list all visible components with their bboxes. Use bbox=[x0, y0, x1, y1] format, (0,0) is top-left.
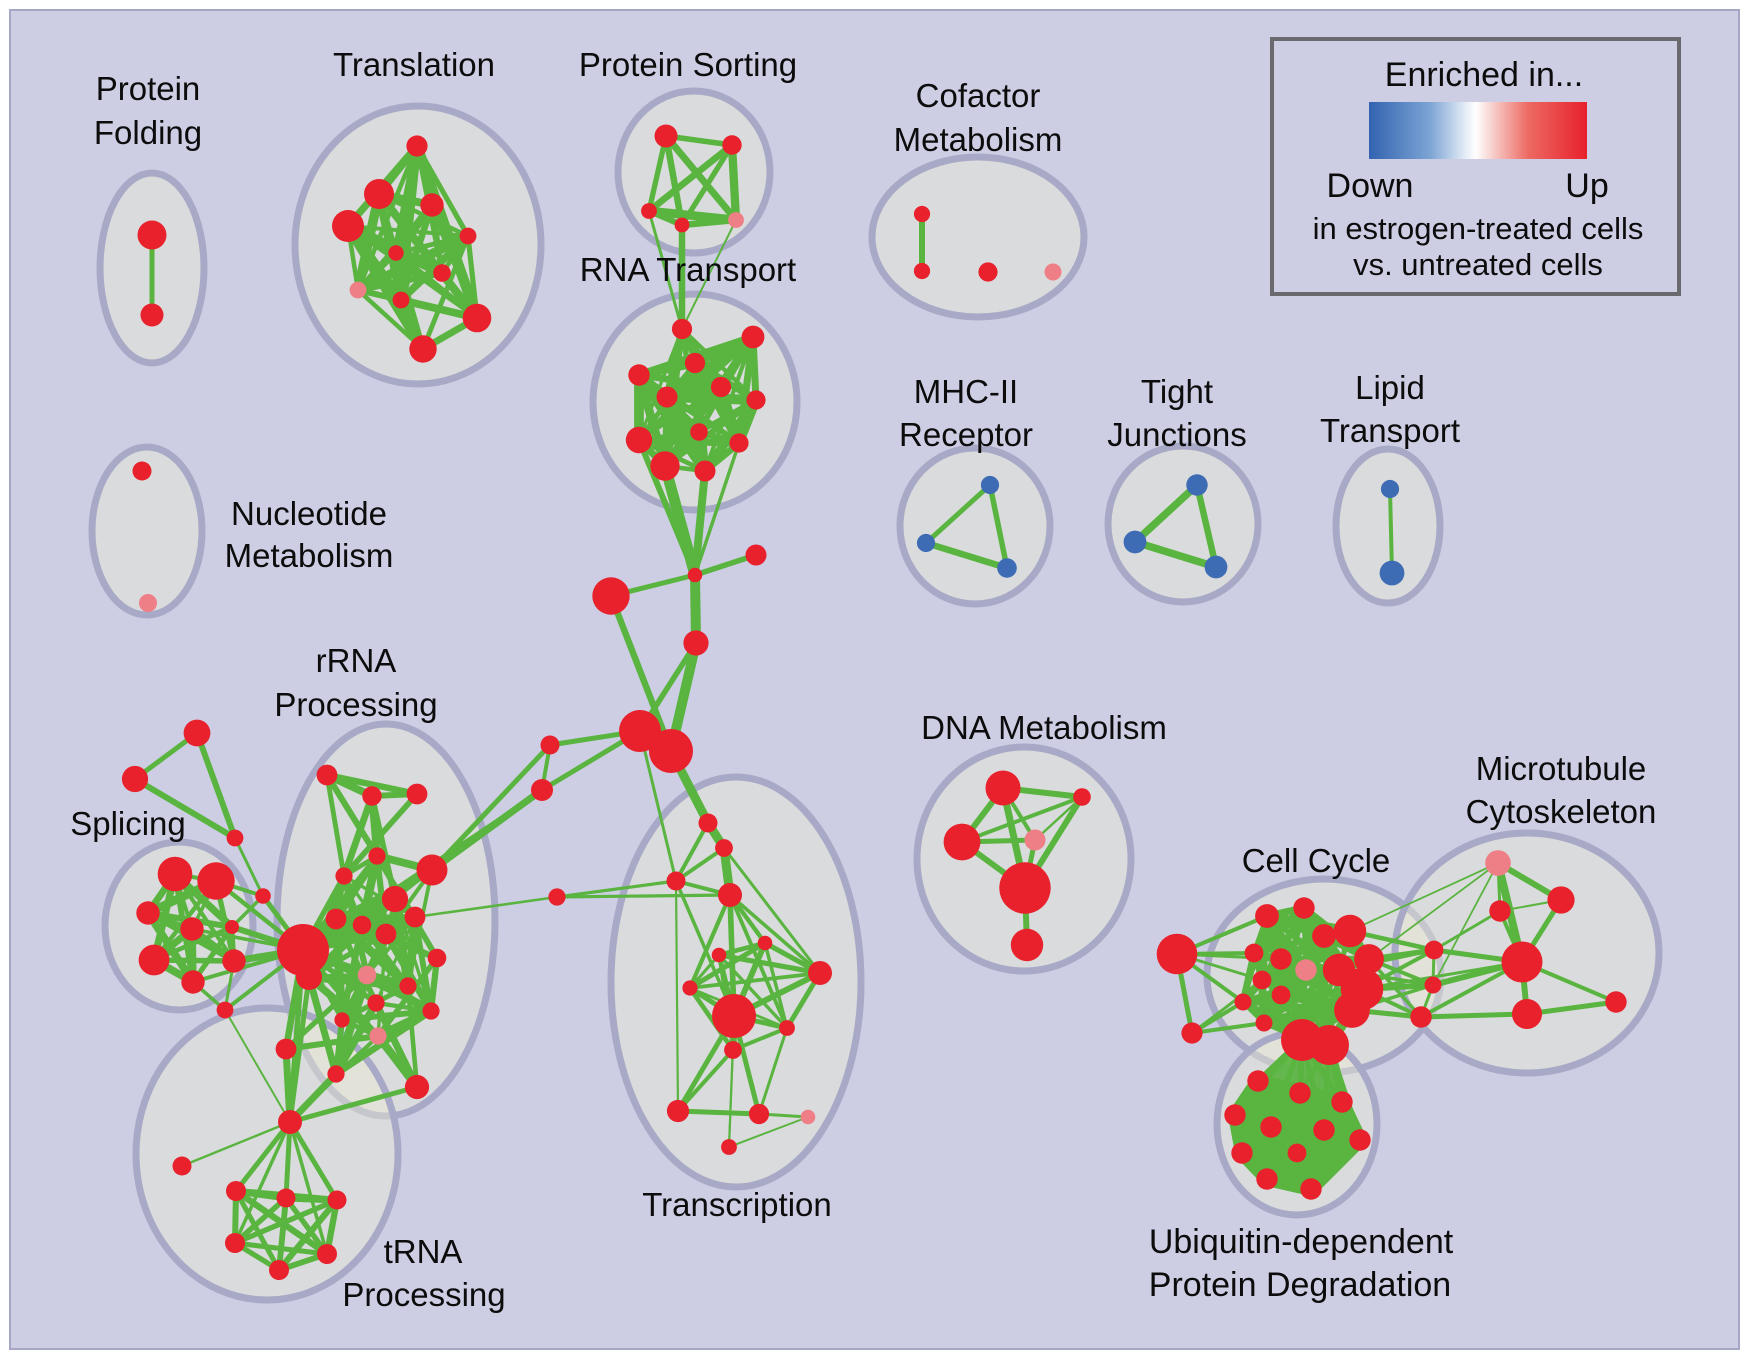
svg-text:Cytoskeleton: Cytoskeleton bbox=[1466, 793, 1657, 830]
svg-text:rRNA: rRNA bbox=[316, 642, 397, 679]
svg-text:Metabolism: Metabolism bbox=[894, 121, 1063, 158]
svg-text:Processing: Processing bbox=[274, 686, 437, 723]
svg-text:Transport: Transport bbox=[1320, 412, 1460, 449]
svg-text:in estrogen-treated cells: in estrogen-treated cells bbox=[1313, 211, 1644, 246]
svg-text:Lipid: Lipid bbox=[1355, 369, 1425, 406]
svg-text:MHC-II: MHC-II bbox=[914, 373, 1018, 410]
svg-text:Folding: Folding bbox=[94, 114, 202, 151]
svg-text:Splicing: Splicing bbox=[70, 805, 186, 842]
svg-text:DNA Metabolism: DNA Metabolism bbox=[921, 709, 1167, 746]
svg-text:Enriched in...: Enriched in... bbox=[1385, 56, 1583, 94]
svg-text:Processing: Processing bbox=[342, 1276, 505, 1313]
svg-text:Transcription: Transcription bbox=[642, 1186, 832, 1223]
svg-text:Protein: Protein bbox=[96, 70, 201, 107]
svg-text:Nucleotide: Nucleotide bbox=[231, 495, 387, 532]
svg-text:Up: Up bbox=[1565, 167, 1608, 205]
svg-text:RNA Transport: RNA Transport bbox=[580, 251, 796, 288]
svg-text:Receptor: Receptor bbox=[899, 416, 1033, 453]
svg-text:Translation: Translation bbox=[333, 46, 495, 83]
svg-text:Ubiquitin-dependent: Ubiquitin-dependent bbox=[1149, 1223, 1454, 1261]
svg-text:Junctions: Junctions bbox=[1107, 416, 1246, 453]
svg-text:Protein Sorting: Protein Sorting bbox=[579, 46, 797, 83]
svg-text:Down: Down bbox=[1327, 167, 1414, 205]
svg-text:vs. untreated cells: vs. untreated cells bbox=[1353, 247, 1603, 282]
svg-text:Protein Degradation: Protein Degradation bbox=[1149, 1266, 1451, 1304]
svg-text:Tight: Tight bbox=[1141, 373, 1213, 410]
svg-text:Microtubule: Microtubule bbox=[1476, 750, 1647, 787]
svg-text:Cofactor: Cofactor bbox=[916, 77, 1041, 114]
svg-text:tRNA: tRNA bbox=[384, 1233, 463, 1270]
svg-text:Metabolism: Metabolism bbox=[225, 537, 394, 574]
svg-text:Cell Cycle: Cell Cycle bbox=[1242, 842, 1391, 879]
